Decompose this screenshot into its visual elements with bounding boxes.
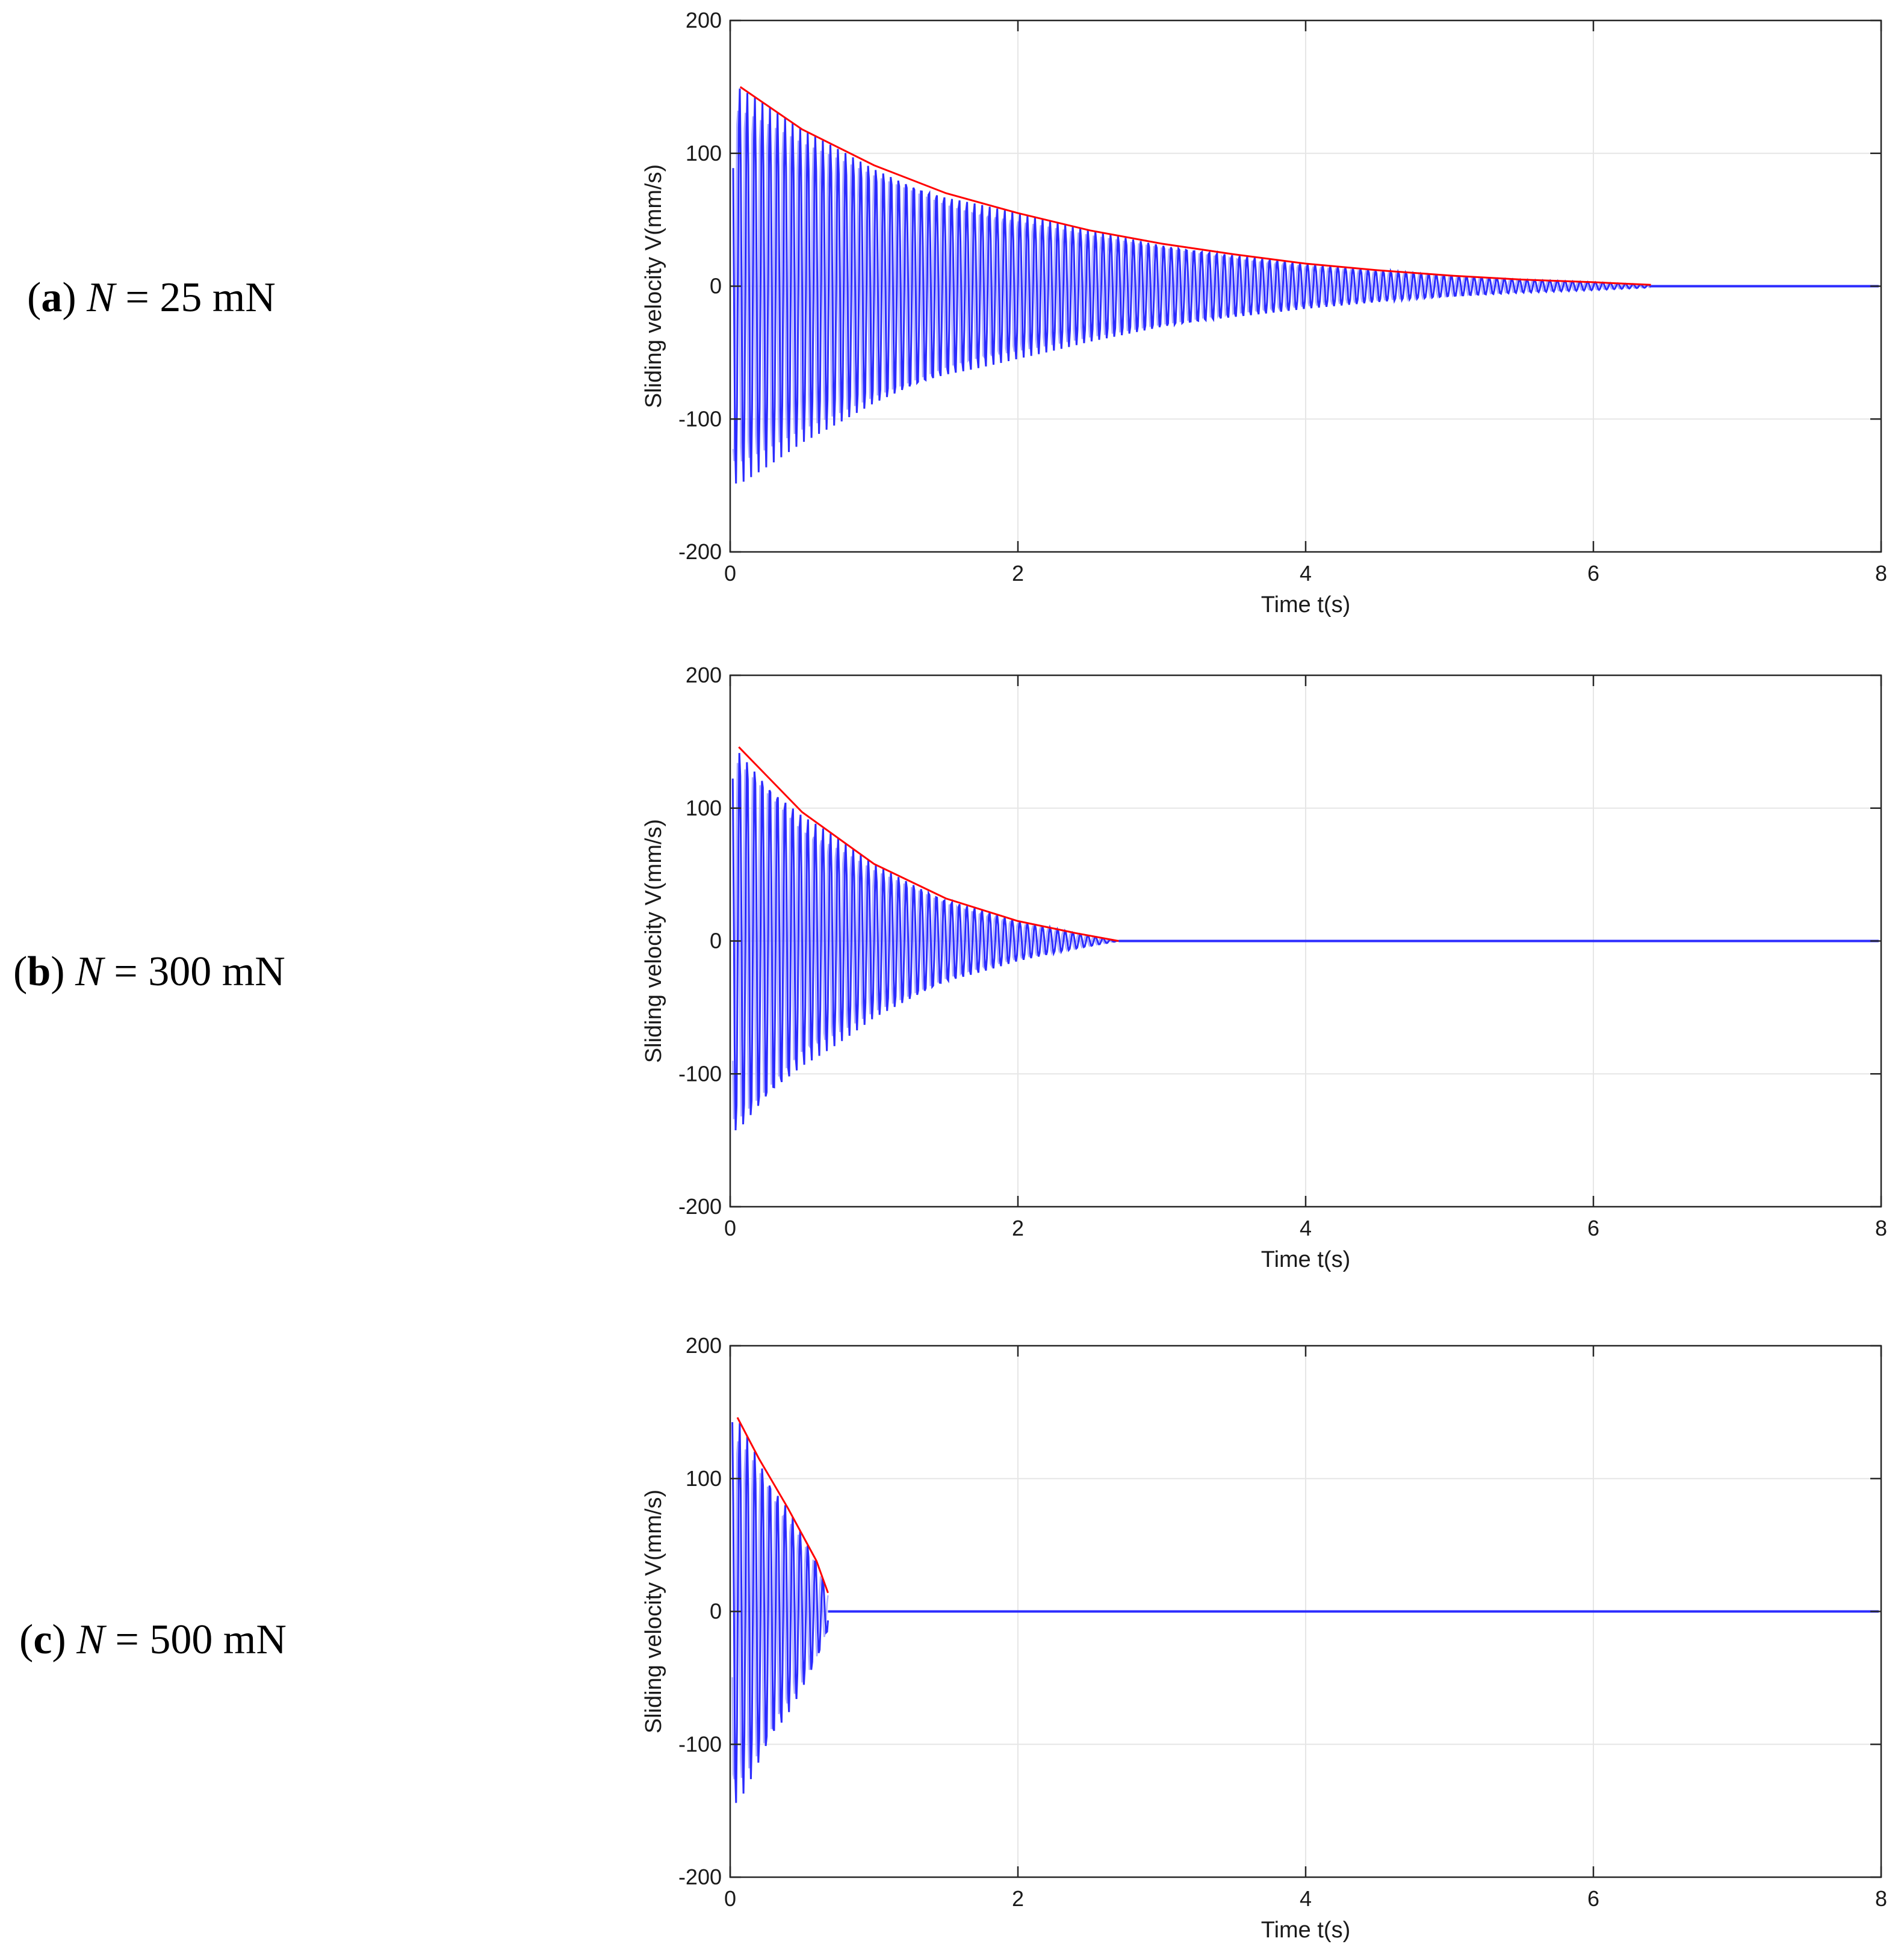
y-axis-title: Sliding velocity V(mm/s)	[641, 819, 666, 1063]
x-tick-label: 4	[1300, 561, 1312, 586]
x-tick-label: 6	[1587, 1216, 1599, 1240]
x-tick-label: 8	[1875, 561, 1887, 586]
velocity-trace	[732, 88, 1652, 484]
envelope-line	[736, 1417, 829, 1594]
x-tick-label: 2	[1012, 1886, 1024, 1911]
x-tick-label: 8	[1875, 1216, 1887, 1240]
x-tick-label: 4	[1300, 1886, 1312, 1911]
y-tick-label: 0	[710, 1599, 722, 1624]
x-tick-label: 2	[1012, 1216, 1024, 1240]
x-tick-label: 0	[724, 1216, 736, 1240]
y-tick-label: 200	[686, 8, 722, 32]
x-tick-label: 2	[1012, 561, 1024, 586]
panel-label-c: (c) N = 500 mN	[19, 1617, 287, 1663]
x-axis-title: Time t(s)	[1261, 592, 1350, 618]
x-tick-label: 6	[1587, 561, 1599, 586]
y-tick-label: -200	[678, 1865, 722, 1889]
y-tick-label: 0	[710, 929, 722, 953]
x-tick-label: 0	[724, 561, 736, 586]
x-tick-label: 8	[1875, 1886, 1887, 1911]
y-tick-label: 200	[686, 1333, 722, 1358]
x-tick-label: 0	[724, 1886, 736, 1911]
x-axis-title: Time t(s)	[1261, 1918, 1350, 1943]
envelope-line	[739, 86, 1651, 286]
panel-label-b: (b) N = 300 mN	[13, 949, 285, 995]
y-tick-label: 100	[686, 141, 722, 166]
velocity-trace-secondary	[732, 763, 1119, 1119]
y-tick-label: -100	[678, 406, 722, 431]
x-tick-label: 4	[1300, 1216, 1312, 1240]
chart-a: 0 2 4 6 8 200 100 0 -100 -200 Time t(s) Sliding vel…	[641, 8, 1887, 618]
velocity-trace	[731, 753, 1119, 1131]
y-tick-label: 100	[686, 1466, 722, 1491]
y-tick-label: -200	[678, 1194, 722, 1219]
chart-b: 0 2 4 6 8 200 100 0 -100 -200 Time t(s) Sliding vel…	[641, 663, 1887, 1272]
y-axis-title: Sliding velocity V(mm/s)	[641, 164, 666, 408]
chart-c: 0 2 4 6 8 200 100 0 -100 -200 Time t(s) Sliding vel…	[641, 1333, 1887, 1943]
y-axis-title: Sliding velocity V(mm/s)	[641, 1490, 666, 1733]
x-axis-title: Time t(s)	[1261, 1247, 1350, 1272]
envelope-line	[738, 746, 1119, 942]
y-tick-label: 0	[710, 274, 722, 299]
y-tick-label: -100	[678, 1061, 722, 1086]
panel-label-a: (a) N = 25 mN	[27, 274, 276, 321]
y-tick-label: -200	[678, 539, 722, 564]
x-tick-label: 6	[1587, 1886, 1599, 1911]
y-tick-label: 200	[686, 663, 722, 687]
y-tick-label: -100	[678, 1732, 722, 1756]
velocity-trace	[731, 1422, 829, 1803]
y-tick-label: 100	[686, 796, 722, 820]
